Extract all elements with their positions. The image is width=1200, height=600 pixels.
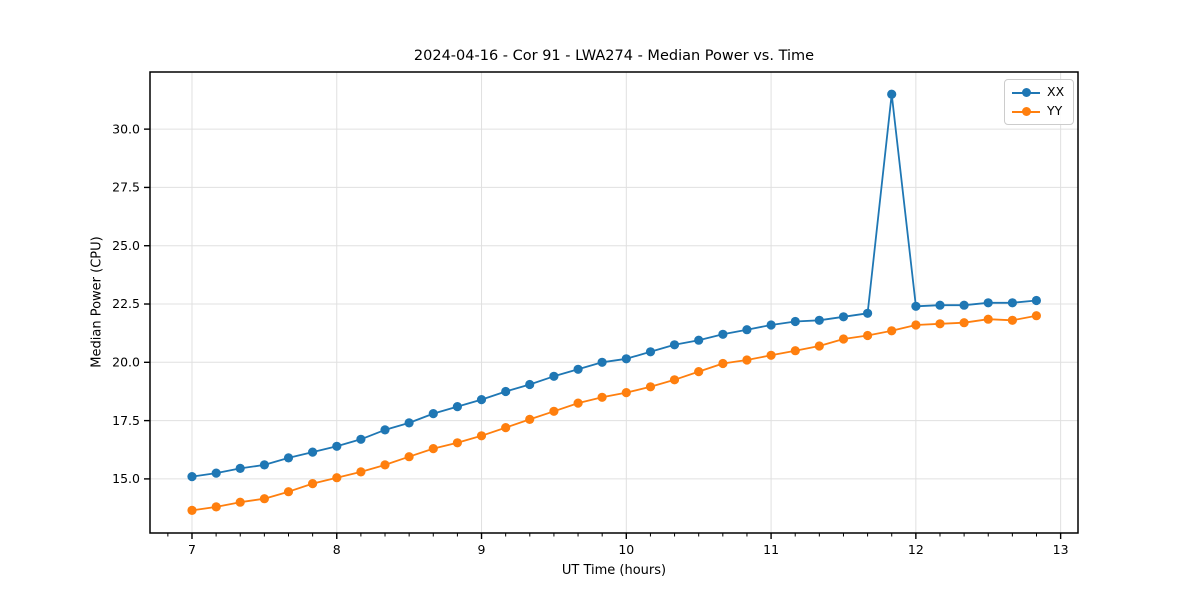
x-axis-label: UT Time (hours) — [561, 563, 667, 578]
x-axis-ticks: 7 8 9 10 11 12 13 — [188, 533, 1069, 557]
svg-text:20.0: 20.0 — [112, 355, 140, 370]
svg-text:12: 12 — [908, 542, 924, 557]
svg-text:17.5: 17.5 — [112, 413, 140, 428]
x-minor-ticks — [167, 533, 1037, 537]
svg-text:30.0: 30.0 — [112, 121, 140, 136]
chart-title: 2024-04-16 - Cor 91 - LWA274 - Median Po… — [413, 48, 815, 64]
svg-text:15.0: 15.0 — [112, 471, 140, 486]
legend-item-yy: YY — [1012, 103, 1064, 120]
svg-text:25.0: 25.0 — [112, 238, 140, 253]
line-marker-swatch-xx-icon — [1012, 87, 1040, 98]
svg-text:27.5: 27.5 — [112, 180, 140, 195]
axes-spines — [149, 71, 1079, 534]
svg-text:11: 11 — [763, 542, 779, 557]
svg-text:8: 8 — [333, 542, 341, 557]
y-axis-ticks: 15.0 17.5 20.0 22.5 25.0 27.5 30.0 — [112, 121, 150, 486]
legend-label-xx: XX — [1047, 84, 1065, 100]
svg-text:9: 9 — [478, 542, 486, 557]
series-XX — [187, 89, 1041, 482]
line-marker-swatch-yy-icon — [1012, 106, 1040, 117]
legend-item-xx: XX — [1012, 84, 1064, 101]
svg-text:13: 13 — [1053, 542, 1069, 557]
svg-text:10: 10 — [618, 542, 634, 557]
series-YY — [187, 311, 1041, 515]
legend: XX YY — [1004, 79, 1075, 125]
y-axis-label: Median Power (CPU) — [89, 236, 105, 368]
legend-label-yy: YY — [1047, 103, 1063, 119]
svg-text:22.5: 22.5 — [112, 296, 140, 311]
svg-text:7: 7 — [188, 542, 196, 557]
